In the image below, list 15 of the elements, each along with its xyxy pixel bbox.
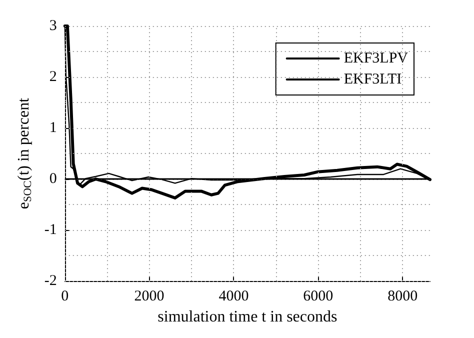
y-tick-label: -2 xyxy=(44,273,57,290)
y-tick-label: 3 xyxy=(49,18,57,34)
y-tick-label: 0 xyxy=(49,171,57,188)
x-tick-label: 2000 xyxy=(134,288,164,305)
x-tick-label: 6000 xyxy=(303,288,334,305)
x-tick-label: 4000 xyxy=(218,288,249,305)
x-axis-title: simulation time t in seconds xyxy=(158,308,338,326)
x-tick-label: 8000 xyxy=(388,288,418,305)
legend-label: EKF3LPV xyxy=(344,50,408,66)
legend-label: EKF3LTI xyxy=(344,72,402,88)
y-tick-label: 1 xyxy=(49,120,57,136)
y-axis-title: eSOC(t) in percent xyxy=(16,97,34,210)
y-tick-label: 2 xyxy=(49,69,57,86)
x-tick-label: 0 xyxy=(61,288,69,305)
y-tick-label: -1 xyxy=(44,222,57,238)
